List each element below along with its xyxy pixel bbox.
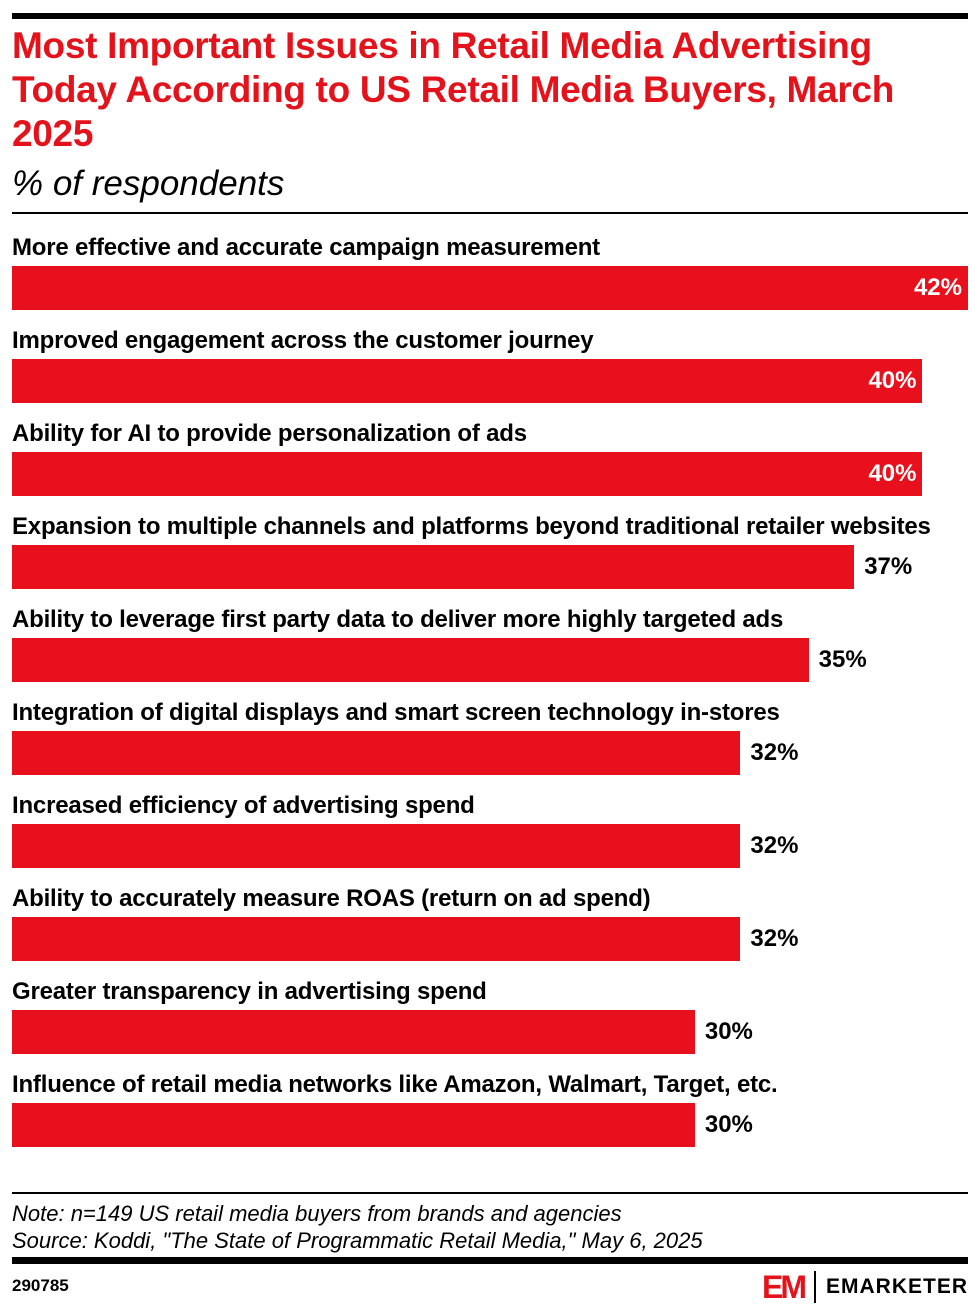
source-text: Source: Koddi, "The State of Programmati… xyxy=(12,1228,703,1253)
emarketer-logo: EM EMARKETER xyxy=(761,1268,968,1305)
bar-track: 37% xyxy=(12,545,968,589)
value-label: 35% xyxy=(818,646,867,673)
bar xyxy=(12,1103,695,1147)
value-label: 37% xyxy=(864,553,913,580)
value-label: 30% xyxy=(704,1111,753,1138)
value-label: 42% xyxy=(913,274,962,301)
bar-row: Improved engagement across the customer … xyxy=(12,326,968,403)
category-label: Ability for AI to provide personalizatio… xyxy=(12,420,527,447)
bar xyxy=(12,359,923,403)
value-label: 32% xyxy=(750,925,799,952)
bar-track: 32% xyxy=(12,824,968,868)
bar xyxy=(12,917,741,961)
category-label: Influence of retail media networks like … xyxy=(12,1071,778,1098)
value-label: 40% xyxy=(868,460,917,487)
bar-track: 35% xyxy=(12,638,968,682)
bar-row: Ability to accurately measure ROAS (retu… xyxy=(12,884,968,961)
category-label: Improved engagement across the customer … xyxy=(12,327,594,354)
bar-track: 32% xyxy=(12,731,968,775)
logo-separator xyxy=(813,1271,816,1303)
bar-track: 30% xyxy=(12,1010,968,1054)
category-label: Integration of digital displays and smar… xyxy=(12,699,780,726)
value-label: 32% xyxy=(750,832,799,859)
value-label: 32% xyxy=(750,739,799,766)
bar-row: More effective and accurate campaign mea… xyxy=(12,233,968,310)
bar-track: 42% xyxy=(12,266,968,310)
bar-row: Ability to leverage first party data to … xyxy=(12,605,968,682)
category-label: Ability to accurately measure ROAS (retu… xyxy=(12,885,651,912)
bar xyxy=(12,545,855,589)
bar-row: Expansion to multiple channels and platf… xyxy=(12,512,968,589)
bar-row: Ability for AI to provide personalizatio… xyxy=(12,419,968,496)
bar-row: Influence of retail media networks like … xyxy=(12,1070,968,1147)
chart-subtitle: % of respondents xyxy=(12,164,285,203)
bar-track: 40% xyxy=(12,359,968,403)
category-label: Increased efficiency of advertising spen… xyxy=(12,792,475,819)
bar-row: Greater transparency in advertising spen… xyxy=(12,977,968,1054)
chart-id: 290785 xyxy=(12,1276,69,1295)
bottom-rule xyxy=(12,1257,968,1264)
bar xyxy=(12,824,741,868)
value-label: 30% xyxy=(704,1018,753,1045)
bar xyxy=(12,731,741,775)
value-label: 40% xyxy=(868,367,917,394)
note-text: Note: n=149 US retail media buyers from … xyxy=(12,1201,622,1226)
logo-mark: EM xyxy=(761,1268,807,1305)
bar-track: 40% xyxy=(12,452,968,496)
bar-track: 30% xyxy=(12,1103,968,1147)
category-label: Expansion to multiple channels and platf… xyxy=(12,513,931,540)
bar xyxy=(12,1010,695,1054)
category-label: More effective and accurate campaign mea… xyxy=(12,234,600,261)
footer-divider xyxy=(12,1192,968,1194)
bar-row: Integration of digital displays and smar… xyxy=(12,698,968,775)
category-label: Greater transparency in advertising spen… xyxy=(12,978,487,1005)
bar-row: Increased efficiency of advertising spen… xyxy=(12,791,968,868)
top-rule xyxy=(12,13,968,19)
category-label: Ability to leverage first party data to … xyxy=(12,606,784,633)
header-divider xyxy=(12,212,968,214)
bar xyxy=(12,638,809,682)
bar xyxy=(12,266,968,310)
logo-wordmark: EMARKETER xyxy=(825,1275,968,1298)
bar xyxy=(12,452,923,496)
bar-track: 32% xyxy=(12,917,968,961)
footnotes: Note: n=149 US retail media buyers from … xyxy=(12,1200,703,1254)
bar-chart: More effective and accurate campaign mea… xyxy=(12,233,968,1163)
chart-title: Most Important Issues in Retail Media Ad… xyxy=(12,25,895,154)
